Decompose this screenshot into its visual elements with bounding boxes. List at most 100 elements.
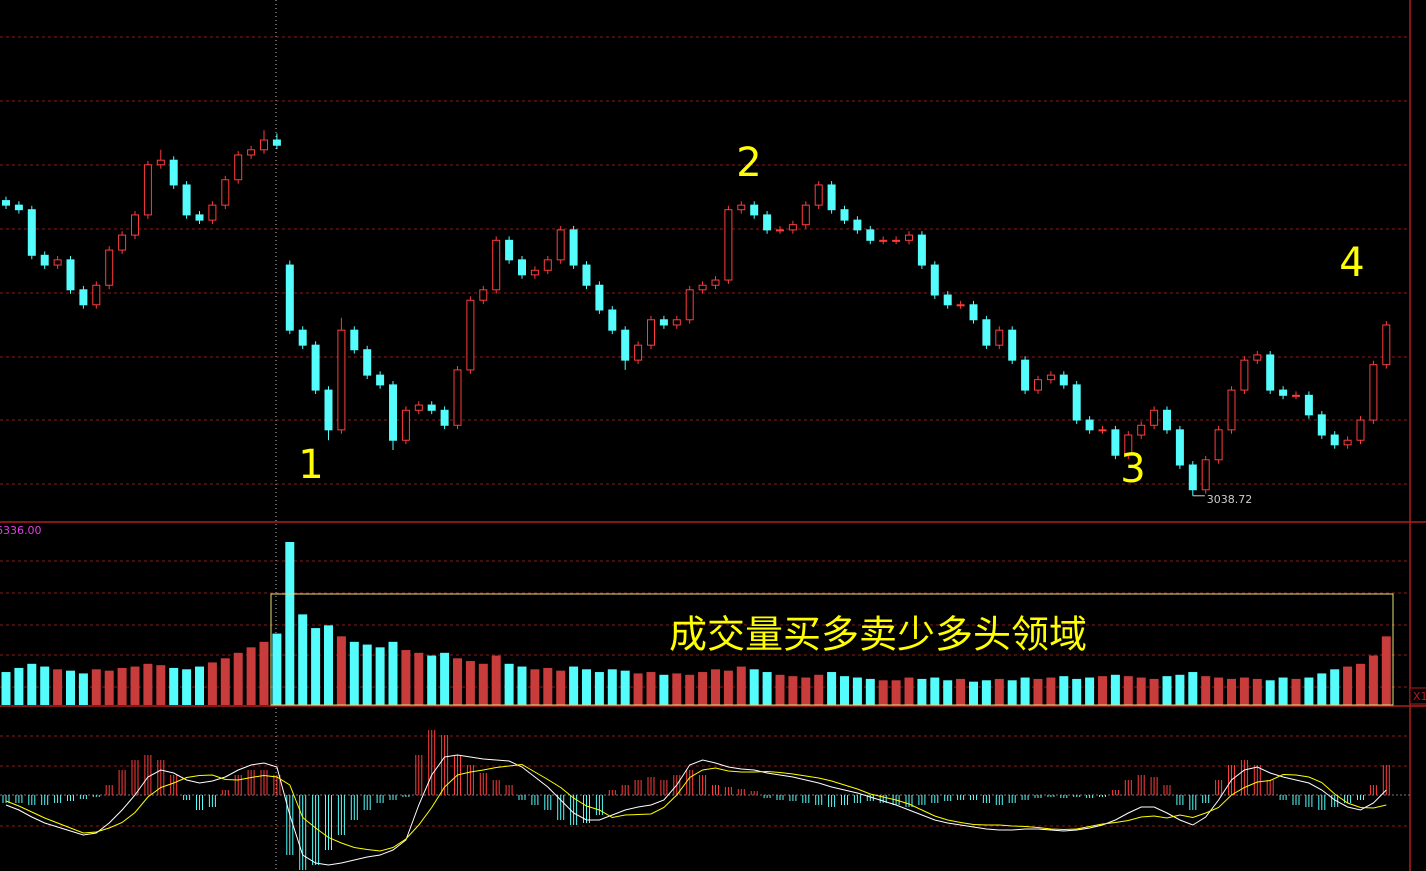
volume-bar	[659, 674, 669, 705]
candle-body	[272, 139, 281, 146]
candle-body	[1111, 429, 1120, 456]
volume-bar	[1, 672, 11, 705]
candle-body	[389, 384, 397, 441]
candle-body	[1240, 359, 1249, 391]
candle-body	[788, 224, 797, 231]
volume-bar	[169, 667, 179, 705]
volume-bar	[594, 672, 604, 705]
volume-bar	[1149, 678, 1159, 705]
volume-bar	[1214, 677, 1224, 705]
candle-body	[1266, 354, 1275, 391]
volume-bar	[930, 677, 940, 705]
volume-bar	[698, 672, 708, 705]
volume-bar	[1072, 678, 1082, 705]
volume-bar	[943, 680, 953, 705]
candle-body	[711, 279, 720, 286]
candle-body	[1072, 384, 1081, 421]
volume-bar	[878, 680, 888, 705]
wave-label: 4	[1339, 240, 1364, 286]
wave-label: 2	[736, 140, 761, 186]
volume-bar	[207, 662, 217, 705]
candle-body	[1253, 354, 1262, 361]
candle-body	[1098, 429, 1107, 432]
volume-bar	[1343, 666, 1353, 705]
volume-bar	[1085, 677, 1095, 705]
candle-body	[221, 179, 230, 206]
candle-body	[543, 259, 552, 271]
volume-bar	[143, 663, 153, 705]
candle-body	[169, 159, 178, 186]
candle-body	[440, 409, 449, 426]
volume-bar	[1201, 676, 1211, 705]
candle-body	[1085, 419, 1094, 431]
volume-bar	[891, 680, 901, 705]
volume-bar	[427, 655, 437, 705]
volume-bar	[788, 676, 798, 705]
candle-body	[595, 284, 604, 311]
macd-dea	[5, 763, 1387, 852]
candle-body	[1046, 374, 1055, 381]
candle-body	[982, 319, 991, 346]
candle-body	[195, 214, 204, 221]
candle-body	[131, 214, 139, 236]
volume-bar	[556, 670, 566, 705]
volume-bar	[827, 672, 837, 705]
volume-bar	[1046, 677, 1056, 705]
volume-bar	[362, 644, 372, 705]
candle-body	[27, 209, 36, 256]
candle-body	[14, 204, 23, 211]
candle-body	[621, 329, 630, 361]
volume-bar	[182, 669, 192, 705]
volume-bar	[220, 658, 230, 705]
candle-body	[1034, 379, 1042, 391]
candle-body	[350, 329, 359, 351]
volume-bar	[336, 636, 346, 705]
volume-bar	[1381, 636, 1391, 705]
candle-body	[1059, 374, 1068, 386]
volume-bar	[1239, 677, 1249, 705]
volume-bar	[917, 678, 927, 705]
volume-bar	[1356, 663, 1365, 705]
volume-bar	[388, 641, 398, 705]
volume-bar	[711, 669, 720, 705]
candle-body	[892, 239, 901, 242]
candle-body	[143, 164, 152, 216]
volume-bar	[1162, 676, 1172, 705]
annotation-box	[270, 593, 1394, 706]
volume-bar	[53, 669, 63, 705]
candle-body	[814, 184, 823, 206]
volume-bar	[1175, 674, 1185, 705]
candle-body	[247, 149, 256, 156]
candle-body	[1175, 429, 1184, 466]
volume-bar	[1098, 676, 1107, 705]
volume-bar	[117, 667, 127, 705]
candle-body	[414, 404, 423, 411]
candle-body	[156, 159, 165, 166]
candle-body	[582, 264, 591, 286]
volume-bar	[504, 663, 514, 705]
volume-bar	[569, 666, 579, 705]
volume-bar	[852, 677, 862, 705]
volume-bar	[1368, 655, 1378, 705]
volume-bar	[104, 670, 114, 705]
volume-bar	[195, 666, 204, 705]
candle-body	[363, 349, 372, 376]
candle-body	[40, 254, 49, 266]
candle-body	[92, 284, 101, 306]
volume-bar	[749, 669, 759, 705]
volume-bar	[633, 673, 643, 705]
volume-bar	[981, 680, 991, 705]
macd-dif	[5, 754, 1387, 866]
volume-bar	[1227, 678, 1236, 705]
marks: 3038.72 1 2 3 4 6336.00 成交量买多卖少多头领域 X1	[0, 130, 1426, 870]
candle-body	[995, 329, 1004, 346]
volume-bar	[414, 652, 424, 705]
candle-body	[801, 204, 810, 226]
candle-body	[1356, 419, 1365, 441]
candle-body	[763, 214, 772, 231]
volume-bar	[1330, 669, 1340, 705]
candle-body	[1382, 324, 1391, 366]
volume-bar	[672, 673, 682, 705]
candle-body	[1343, 439, 1352, 446]
